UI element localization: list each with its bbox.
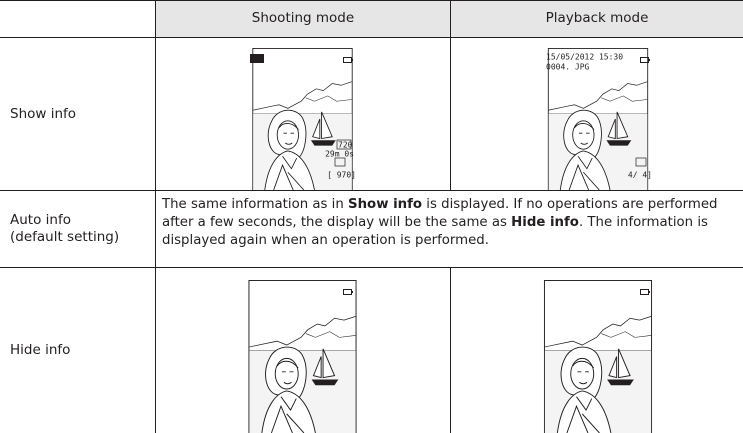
screen-text: 15/05/2012 15:30 [546,53,623,62]
playback-screen: 15/05/2012 15:30 0004. JPG 4/ 4] [546,48,652,199]
row-label: Show info [10,105,77,122]
bold-text: Hide info [511,215,579,230]
header-bg [155,0,743,37]
description: The same information as in Show info is … [162,196,734,250]
text: . The information is displayed again whe… [162,215,708,248]
screen-text: 720 [338,141,353,150]
screen-text: 0004. JPG [546,63,590,72]
screen-text: 4/ 4] [628,171,652,180]
bold-text: Show info [348,197,423,212]
screen-text: 29m 0s [325,150,354,159]
row-label: Auto info (default setting) [10,212,120,245]
screen-text: [ 970] [327,171,356,180]
header-cell: Shooting mode [251,10,355,26]
shooting-screen: 720 29m 0s [ 970] [250,48,356,199]
row-label: Hide info [10,342,71,358]
header-cell: Playback mode [545,10,649,26]
text: is displayed. If no operations are perfo… [162,197,718,230]
text: The same information as in [162,197,349,212]
